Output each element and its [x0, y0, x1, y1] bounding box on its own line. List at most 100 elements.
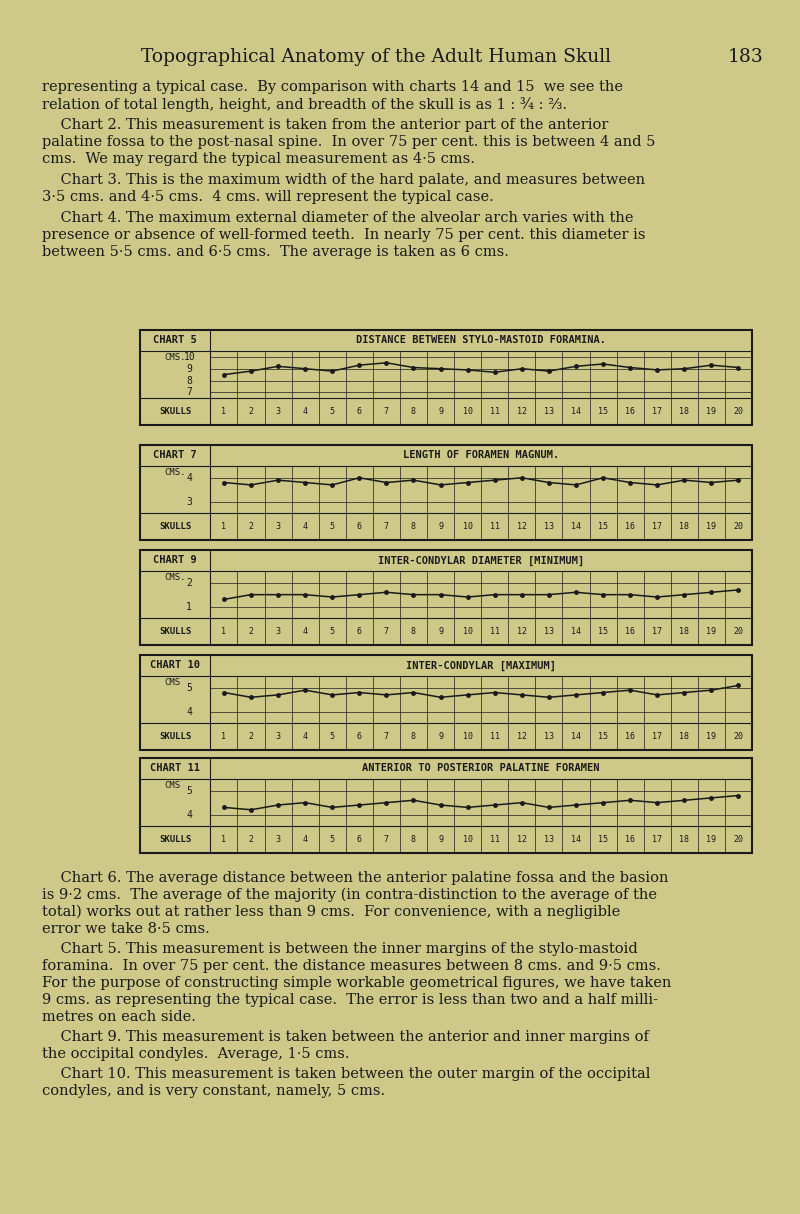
Text: SKULLS: SKULLS — [159, 522, 191, 532]
Text: 5: 5 — [330, 732, 334, 742]
Text: CMS: CMS — [165, 677, 181, 687]
Text: 17: 17 — [652, 522, 662, 532]
Bar — [140, 446, 752, 540]
Text: 16: 16 — [625, 835, 635, 844]
Text: 9: 9 — [438, 628, 443, 636]
Text: 18: 18 — [679, 407, 690, 416]
Text: CHART 5: CHART 5 — [154, 335, 197, 346]
Text: 16: 16 — [625, 522, 635, 532]
Text: the occipital condyles.  Average, 1·5 cms.: the occipital condyles. Average, 1·5 cms… — [42, 1046, 350, 1061]
Text: between 5·5 cms. and 6·5 cms.  The average is taken as 6 cms.: between 5·5 cms. and 6·5 cms. The averag… — [42, 245, 509, 259]
Text: Chart 5. This measurement is between the inner margins of the stylo-mastoid: Chart 5. This measurement is between the… — [42, 942, 638, 955]
Text: 17: 17 — [652, 407, 662, 416]
Text: 2: 2 — [186, 578, 192, 588]
Text: 17: 17 — [652, 732, 662, 742]
Text: 14: 14 — [571, 628, 581, 636]
Text: SKULLS: SKULLS — [159, 628, 191, 636]
Text: 17: 17 — [652, 628, 662, 636]
Text: ANTERIOR TO POSTERIOR PALATINE FORAMEN: ANTERIOR TO POSTERIOR PALATINE FORAMEN — [362, 764, 600, 773]
Text: presence or absence of well-formed teeth.  In nearly 75 per cent. this diameter : presence or absence of well-formed teeth… — [42, 228, 646, 242]
Text: 2: 2 — [249, 407, 254, 416]
Text: 5: 5 — [330, 835, 334, 844]
Text: 6: 6 — [357, 522, 362, 532]
Text: 7: 7 — [384, 835, 389, 844]
Text: 16: 16 — [625, 628, 635, 636]
Text: 8: 8 — [411, 407, 416, 416]
Text: total) works out at rather less than 9 cms.  For convenience, with a negligible: total) works out at rather less than 9 c… — [42, 904, 620, 919]
Text: SKULLS: SKULLS — [159, 732, 191, 742]
Text: 14: 14 — [571, 835, 581, 844]
Text: 20: 20 — [734, 407, 743, 416]
Text: 4: 4 — [302, 407, 308, 416]
Text: 14: 14 — [571, 407, 581, 416]
Text: 3: 3 — [275, 628, 281, 636]
Text: 7: 7 — [384, 732, 389, 742]
Text: CMS: CMS — [165, 781, 181, 790]
Text: 20: 20 — [734, 835, 743, 844]
Text: Chart 9. This measurement is taken between the anterior and inner margins of: Chart 9. This measurement is taken betwe… — [42, 1029, 649, 1044]
Text: 2: 2 — [249, 732, 254, 742]
Text: 10: 10 — [462, 407, 473, 416]
Text: 1: 1 — [222, 628, 226, 636]
Text: 7: 7 — [384, 628, 389, 636]
Text: 4: 4 — [302, 732, 308, 742]
Text: 19: 19 — [706, 407, 716, 416]
Text: 6: 6 — [357, 835, 362, 844]
Text: 2: 2 — [249, 628, 254, 636]
Text: 17: 17 — [652, 835, 662, 844]
Text: 5: 5 — [330, 522, 334, 532]
Text: palatine fossa to the post-nasal spine.  In over 75 per cent. this is between 4 : palatine fossa to the post-nasal spine. … — [42, 135, 655, 149]
Text: 3: 3 — [275, 407, 281, 416]
Text: INTER-CONDYLAR DIAMETER [MINIMUM]: INTER-CONDYLAR DIAMETER [MINIMUM] — [378, 555, 584, 566]
Text: SKULLS: SKULLS — [159, 407, 191, 416]
Text: 15: 15 — [598, 407, 608, 416]
Text: CHART 10: CHART 10 — [150, 660, 200, 670]
Text: 10: 10 — [462, 522, 473, 532]
Text: 9 cms. as representing the typical case.  The error is less than two and a half : 9 cms. as representing the typical case.… — [42, 993, 658, 1006]
Text: 4: 4 — [302, 522, 308, 532]
Text: 12: 12 — [517, 522, 527, 532]
Text: 8: 8 — [411, 628, 416, 636]
Text: 7: 7 — [384, 407, 389, 416]
Text: 14: 14 — [571, 732, 581, 742]
Text: 13: 13 — [544, 835, 554, 844]
Text: 4: 4 — [302, 835, 308, 844]
Text: 3: 3 — [275, 835, 281, 844]
Text: 4: 4 — [302, 628, 308, 636]
Text: 11: 11 — [490, 407, 500, 416]
Text: Chart 6. The average distance between the anterior palatine fossa and the basion: Chart 6. The average distance between th… — [42, 870, 669, 885]
Text: 1: 1 — [186, 601, 192, 612]
Text: INTER-CONDYLAR [MAXIMUM]: INTER-CONDYLAR [MAXIMUM] — [406, 660, 556, 670]
Text: 2: 2 — [249, 835, 254, 844]
Bar — [140, 656, 752, 750]
Text: 5: 5 — [330, 407, 334, 416]
Text: 6: 6 — [357, 628, 362, 636]
Text: 8: 8 — [411, 835, 416, 844]
Text: condyles, and is very constant, namely, 5 cms.: condyles, and is very constant, namely, … — [42, 1084, 385, 1097]
Text: cms.  We may regard the typical measurement as 4·5 cms.: cms. We may regard the typical measureme… — [42, 152, 475, 166]
Text: 18: 18 — [679, 835, 690, 844]
Text: 5: 5 — [186, 682, 192, 693]
Text: 13: 13 — [544, 407, 554, 416]
Text: 12: 12 — [517, 732, 527, 742]
Text: 11: 11 — [490, 732, 500, 742]
Text: 16: 16 — [625, 732, 635, 742]
Text: 5: 5 — [330, 628, 334, 636]
Text: 18: 18 — [679, 628, 690, 636]
Text: 11: 11 — [490, 522, 500, 532]
Text: 12: 12 — [517, 835, 527, 844]
Text: 10: 10 — [462, 628, 473, 636]
Text: 15: 15 — [598, 628, 608, 636]
Text: 7: 7 — [384, 522, 389, 532]
Text: Chart 10. This measurement is taken between the outer margin of the occipital: Chart 10. This measurement is taken betw… — [42, 1067, 650, 1080]
Text: CHART 9: CHART 9 — [154, 556, 197, 566]
Text: Topographical Anatomy of the Adult Human Skull: Topographical Anatomy of the Adult Human… — [141, 49, 611, 66]
Text: 3: 3 — [275, 522, 281, 532]
Text: 15: 15 — [598, 835, 608, 844]
Text: 12: 12 — [517, 628, 527, 636]
Text: 8: 8 — [186, 375, 192, 386]
Text: 19: 19 — [706, 522, 716, 532]
Text: 4: 4 — [186, 707, 192, 716]
Text: metres on each side.: metres on each side. — [42, 1010, 196, 1023]
Text: 7: 7 — [186, 387, 192, 397]
